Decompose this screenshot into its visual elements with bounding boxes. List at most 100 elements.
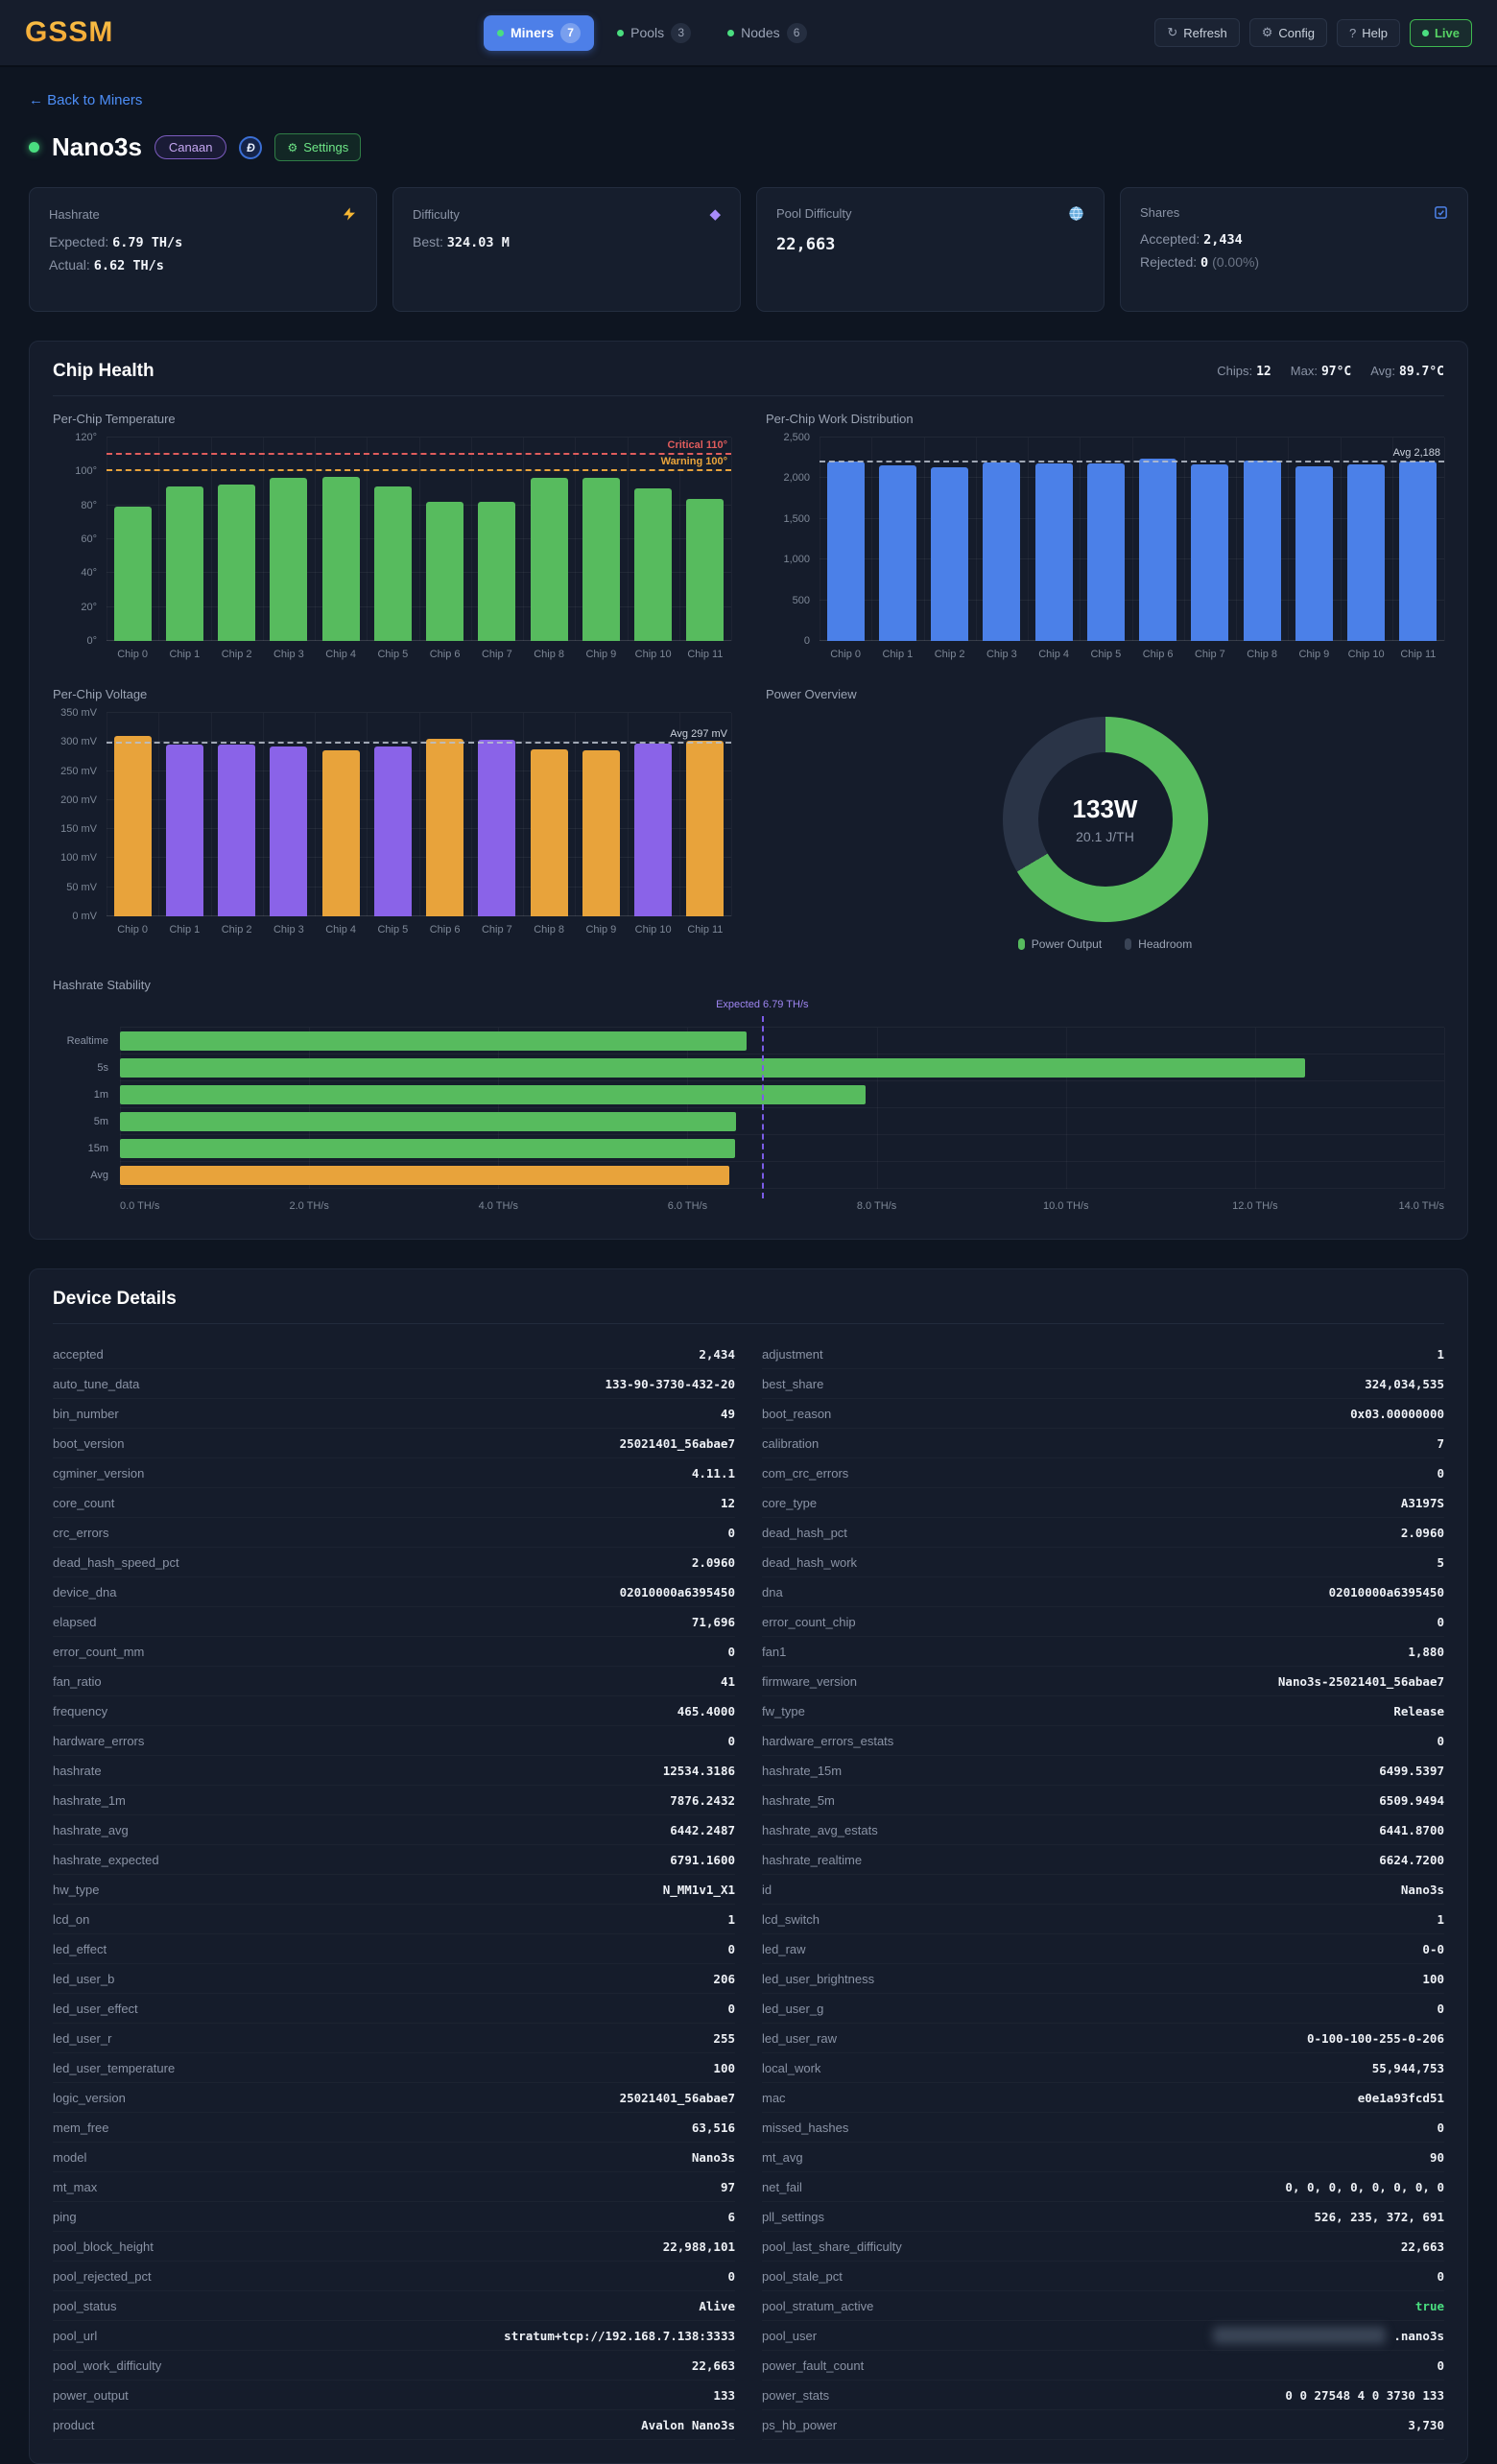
stability-xtick: 12.0 TH/s	[1232, 1200, 1278, 1212]
stability-category-label: 1m	[93, 1088, 108, 1101]
detail-row: hashrate_expected 6791.1600	[53, 1845, 735, 1875]
stability-category-label: Realtime	[66, 1034, 108, 1047]
work-xlabel: Chip 11	[1400, 649, 1437, 660]
main-nav: Miners 7 Pools 3 Nodes 6	[484, 14, 820, 51]
detail-key: dead_hash_speed_pct	[53, 1554, 179, 1570]
power-efficiency-value: 20.1 J/TH	[1076, 829, 1134, 844]
detail-value: 324,034,535	[1365, 1376, 1444, 1391]
detail-key: best_share	[762, 1376, 824, 1391]
detail-value: 63,516	[691, 2120, 735, 2135]
detail-value: 7876.2432	[670, 1792, 735, 1808]
detail-row: hashrate_15m 6499.5397	[762, 1756, 1444, 1786]
help-button[interactable]: ? Help	[1337, 18, 1400, 47]
detail-key: led_user_raw	[762, 2030, 838, 2046]
detail-value: 255	[713, 2030, 735, 2046]
detail-key: accepted	[53, 1346, 104, 1362]
voltage-bar-10	[634, 744, 673, 916]
detail-value: 0x03.00000000	[1350, 1406, 1444, 1421]
refresh-button[interactable]: ↻ Refresh	[1154, 18, 1240, 47]
voltage-xlabel: Chip 4	[325, 924, 357, 936]
detail-row: led_user_r 255	[53, 2024, 735, 2053]
stability-bar-5	[120, 1165, 729, 1185]
stability-row: 5s	[97, 1054, 1444, 1081]
main-content: ← Back to Miners Nano3s Canaan Đ ⚙ Setti…	[0, 67, 1497, 2464]
temperature-chart-title: Per-Chip Temperature	[53, 412, 176, 426]
stability-row: 1m	[94, 1081, 1444, 1108]
work-xlabel: Chip 10	[1347, 649, 1385, 660]
detail-key: lcd_switch	[762, 1911, 820, 1927]
voltage-xlabel: Chip 6	[429, 924, 461, 936]
temperature-bar-3	[270, 478, 308, 641]
detail-row: accepted 2,434	[53, 1339, 735, 1369]
question-icon: ?	[1349, 25, 1357, 40]
detail-value: e0e1a93fcd51	[1357, 2090, 1444, 2105]
detail-row: dna 02010000a6395450	[762, 1577, 1444, 1607]
settings-button[interactable]: ⚙ Settings	[274, 133, 362, 161]
checkbox-icon	[1435, 206, 1447, 219]
globe-icon	[1069, 206, 1083, 221]
detail-key: fan_ratio	[53, 1673, 102, 1689]
detail-value: 02010000a6395450	[1328, 1584, 1444, 1599]
tab-nodes[interactable]: Nodes 6	[714, 15, 820, 51]
chips-value: 12	[1256, 365, 1271, 379]
work-distribution-chart: 0 500 1,000 1,500 2,000 2,500 Avg 2,188 Chip 0 C…	[766, 432, 1445, 660]
stability-xtick: 8.0 TH/s	[856, 1200, 897, 1212]
tab-pools[interactable]: Pools 3	[604, 15, 704, 51]
detail-value: 0	[727, 1644, 735, 1659]
detail-key: ping	[53, 2209, 77, 2224]
detail-row: id Nano3s	[762, 1875, 1444, 1905]
detail-value: 6791.1600	[670, 1852, 735, 1867]
detail-key: frequency	[53, 1703, 108, 1718]
detail-key: hashrate_15m	[762, 1763, 843, 1778]
detail-value: Alive	[699, 2298, 735, 2313]
detail-value: 4.11.1	[691, 1465, 735, 1481]
stability-row: Realtime	[67, 1028, 1444, 1054]
detail-value: 02010000a6395450	[619, 1584, 735, 1599]
voltage-bar-2	[218, 745, 256, 916]
detail-key: power_output	[53, 2387, 129, 2403]
detail-value: 0-100-100-255-0-206	[1307, 2030, 1444, 2046]
detail-key: hardware_errors_estats	[762, 1733, 894, 1748]
voltage-ytick: 200 mV	[60, 794, 97, 806]
detail-row: led_user_brightness 100	[762, 1964, 1444, 1994]
detail-key: crc_errors	[53, 1525, 109, 1540]
status-dot-icon	[727, 29, 735, 36]
max-temp-value: 97°C	[1320, 365, 1352, 379]
rejected-value: 0	[1200, 255, 1209, 271]
detail-row: hardware_errors_estats 0	[762, 1726, 1444, 1756]
detail-key: error_count_mm	[53, 1644, 145, 1659]
detail-row: model Nano3s	[53, 2143, 735, 2172]
power-overview-block: Power Overview 133W 20.1 J/TH Power Outp…	[766, 687, 1444, 951]
work-avg-line	[820, 461, 1444, 463]
detail-key: core_count	[53, 1495, 115, 1510]
work-bar-4	[1034, 462, 1073, 641]
stability-row: 5m	[94, 1108, 1444, 1135]
detail-key: adjustment	[762, 1346, 823, 1362]
shares-card-title: Shares	[1140, 205, 1180, 220]
voltage-xlabel: Chip 2	[221, 924, 252, 936]
redacted-blur	[1213, 2327, 1387, 2344]
temperature-bar-9	[582, 478, 620, 641]
temperature-bar-5	[373, 486, 412, 641]
work-xlabel: Chip 4	[1038, 649, 1070, 660]
stability-bar-4	[120, 1138, 735, 1158]
detail-key: led_user_r	[53, 2030, 112, 2046]
stat-cards: Hashrate Expected: 6.79 TH/s Actual: 6.6…	[29, 187, 1468, 312]
status-dot-icon	[497, 29, 504, 36]
detail-value: 2,434	[699, 1346, 735, 1362]
miners-count-badge: 7	[560, 22, 582, 43]
difficulty-card-title: Difficulty	[413, 206, 460, 222]
temperature-xlabel: Chip 5	[377, 649, 409, 660]
actual-hashrate-value: 6.62 TH/s	[93, 258, 164, 273]
tab-miners-label: Miners	[511, 25, 555, 40]
detail-value: 49	[720, 1406, 735, 1421]
pool-difficulty-card-title: Pool Difficulty	[776, 206, 852, 221]
detail-row: cgminer_version 4.11.1	[53, 1458, 735, 1488]
config-label: Config	[1278, 25, 1315, 40]
config-button[interactable]: ⚙ Config	[1248, 18, 1327, 47]
detail-value: 0-0	[1422, 1941, 1444, 1956]
live-button[interactable]: Live	[1409, 18, 1472, 47]
back-to-miners-link[interactable]: ← Back to Miners	[29, 92, 143, 108]
work-ytick: 0	[803, 635, 810, 647]
tab-miners[interactable]: Miners 7	[484, 14, 595, 51]
